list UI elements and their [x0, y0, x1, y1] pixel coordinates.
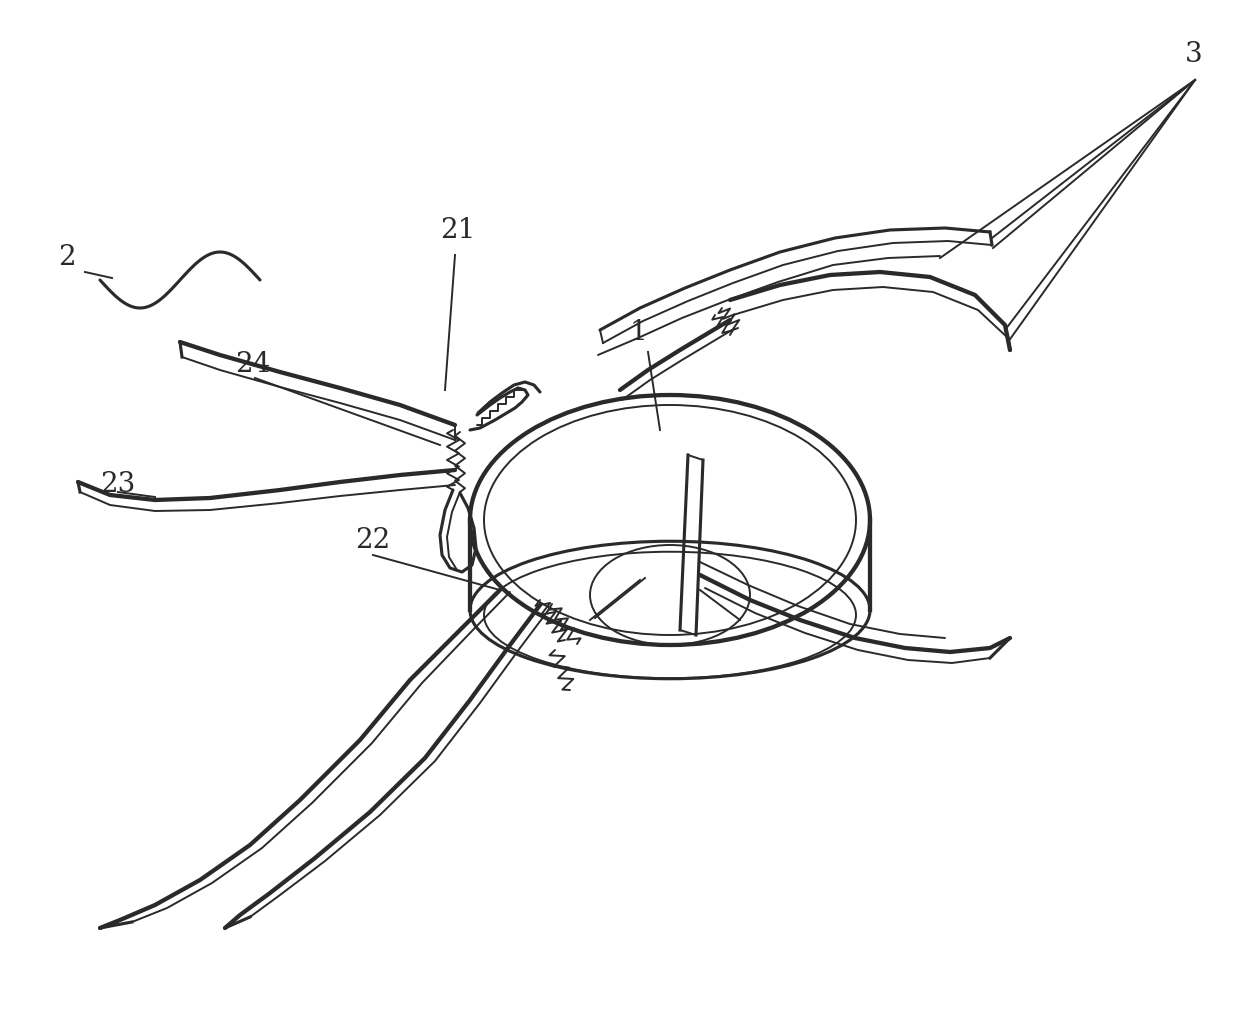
- Text: 22: 22: [356, 527, 390, 554]
- Text: 24: 24: [235, 351, 270, 378]
- Text: 23: 23: [100, 471, 135, 498]
- Text: 1: 1: [629, 319, 648, 346]
- Text: 21: 21: [440, 217, 476, 244]
- Text: 3: 3: [1184, 41, 1203, 68]
- Text: 2: 2: [58, 244, 76, 271]
